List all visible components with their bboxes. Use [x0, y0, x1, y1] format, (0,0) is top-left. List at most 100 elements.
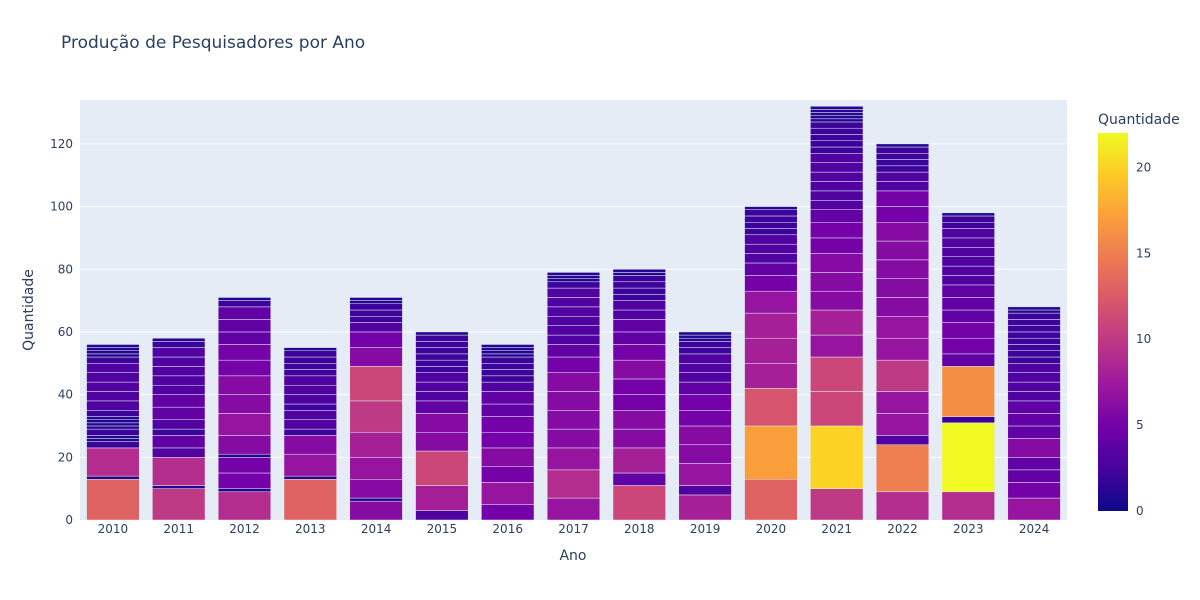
colorbar-tick-label: 15 — [1136, 246, 1151, 260]
bar-segment — [810, 190, 864, 201]
bar-segment — [875, 491, 930, 521]
y-tick-label: 120 — [50, 137, 73, 151]
bar-segment — [744, 209, 798, 217]
bar-segment — [744, 215, 798, 223]
bar-segment — [86, 353, 140, 358]
bar-segment — [875, 337, 930, 361]
bar-segment — [152, 435, 206, 449]
colorbar-ticks: 0 5 10 15 20 — [1136, 160, 1151, 518]
bar-segment — [612, 428, 666, 449]
bar-segment — [283, 347, 337, 351]
bar-segment — [86, 400, 140, 411]
bar-segment — [678, 372, 732, 383]
bar-stack-2012 — [217, 297, 272, 521]
bar-segment — [86, 391, 140, 402]
bar-segment — [283, 350, 337, 358]
bar-segment — [415, 372, 469, 383]
bar-segment — [283, 375, 337, 386]
bar-segment — [744, 388, 798, 427]
bar-segment — [612, 269, 666, 273]
bar-segment — [875, 206, 930, 223]
bar-stack-2018 — [612, 269, 666, 521]
bar-segment — [217, 491, 272, 521]
bar-segment — [349, 479, 403, 499]
bar-segment — [86, 363, 140, 373]
bar-segment — [875, 165, 930, 173]
bar-segment — [678, 494, 732, 521]
bar-segment — [678, 363, 732, 373]
bar-segment — [481, 353, 535, 358]
bar-segment — [875, 143, 930, 148]
bar-segment — [217, 394, 272, 414]
bar-segment — [349, 400, 403, 433]
bar-segment — [415, 341, 469, 348]
bar-segment — [744, 363, 798, 389]
bar-segment — [612, 359, 666, 380]
bar-segment — [744, 290, 798, 314]
bar-segment — [941, 353, 995, 367]
bar-stack-2021 — [810, 106, 864, 521]
bar-segment — [349, 297, 403, 301]
bar-segment — [875, 181, 930, 192]
bar-segment — [415, 366, 469, 373]
bar-segment — [546, 278, 601, 283]
bar-segment — [86, 356, 140, 364]
x-tick-label: 2014 — [361, 522, 392, 536]
bar-segment — [744, 337, 798, 364]
bar-segment — [941, 309, 995, 323]
bar-segment — [875, 240, 930, 261]
bar-segment — [415, 400, 469, 414]
bar-segment — [152, 375, 206, 386]
bar-segment — [546, 391, 601, 411]
bar-segment — [875, 171, 930, 182]
bar-segment — [744, 253, 798, 264]
bar-segment — [941, 491, 995, 521]
x-tick-label: 2024 — [1019, 522, 1050, 536]
bar-segment — [875, 316, 930, 339]
x-tick-label: 2019 — [690, 522, 721, 536]
bar-segment — [152, 394, 206, 408]
bar-segment — [415, 347, 469, 355]
bar-segment — [744, 425, 798, 480]
bar-segment — [810, 237, 864, 254]
y-tick-label: 20 — [58, 450, 73, 464]
bar-segment — [86, 428, 140, 436]
colorbar-gradient — [1098, 133, 1128, 511]
bar-stack-2023 — [941, 212, 995, 521]
bar-segment — [546, 428, 601, 449]
bar-stack-2020 — [744, 206, 798, 521]
bar-segment — [810, 488, 864, 521]
bar-stack-2010 — [86, 344, 140, 521]
bar-segment — [875, 391, 930, 414]
bar-segment — [152, 347, 206, 358]
bar-segment — [283, 363, 337, 370]
bar-segment — [217, 457, 272, 474]
bar-segment — [86, 381, 140, 392]
bar-segment — [612, 447, 666, 474]
bar-segment — [86, 422, 140, 427]
bar-segment — [612, 344, 666, 361]
bar-segment — [810, 334, 864, 358]
bar-segment — [415, 334, 469, 342]
bar-segment — [744, 262, 798, 276]
bar-segment — [415, 359, 469, 367]
bar-segment — [941, 275, 995, 286]
bar-segment — [481, 369, 535, 377]
bar-segment — [941, 256, 995, 267]
x-tick-label: 2021 — [821, 522, 852, 536]
bar-segment — [875, 259, 930, 279]
colorbar-tick-label: 10 — [1136, 332, 1151, 346]
bar-segment — [86, 438, 140, 442]
bar-segment — [152, 337, 206, 342]
bar-segment — [875, 297, 930, 317]
bar-segment — [612, 410, 666, 430]
x-tick-label: 2011 — [163, 522, 194, 536]
bar-segment — [86, 441, 140, 449]
bar-segment — [86, 419, 140, 424]
bar-segment — [349, 431, 403, 458]
bar-segment — [1007, 312, 1061, 320]
bar-segment — [810, 109, 864, 113]
colorbar-tick-label: 0 — [1136, 504, 1144, 518]
bar-segment — [86, 344, 140, 348]
bar-segment — [810, 181, 864, 192]
